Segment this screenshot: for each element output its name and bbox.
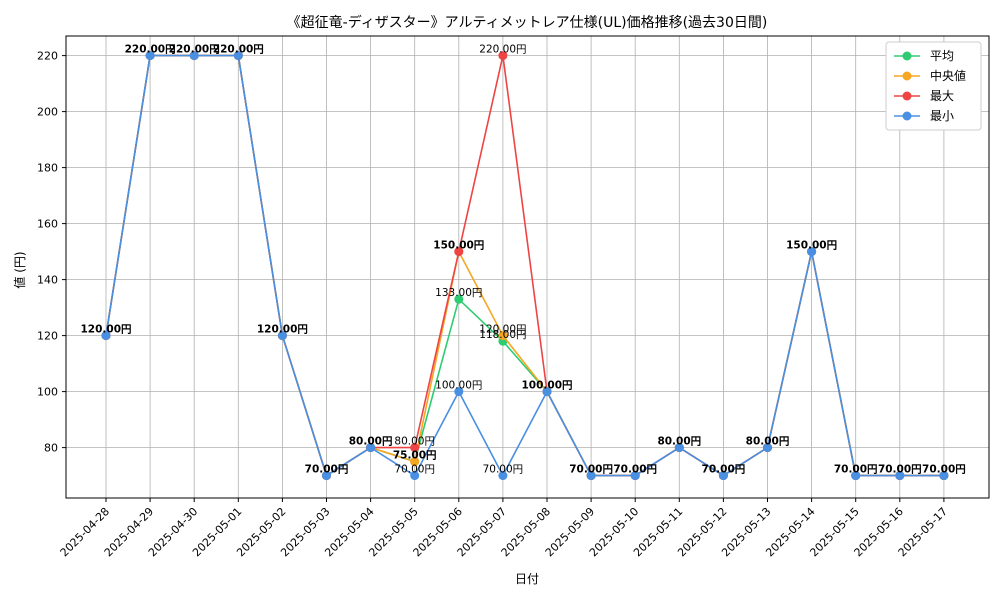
y-tick-label: 120 bbox=[37, 330, 58, 343]
data-point bbox=[586, 471, 596, 481]
y-axis-label: 値 (円) bbox=[12, 251, 27, 288]
data-label: 70.00円 bbox=[878, 464, 922, 476]
data-point bbox=[410, 443, 420, 453]
data-point bbox=[763, 443, 772, 453]
data-point bbox=[189, 51, 199, 61]
data-label: 70.00円 bbox=[569, 464, 613, 476]
data-label: 80.00円 bbox=[657, 436, 701, 448]
legend-label: 中央値 bbox=[930, 68, 966, 83]
legend-swatch-marker bbox=[902, 51, 912, 61]
data-point bbox=[233, 51, 243, 61]
data-point bbox=[895, 471, 905, 481]
data-point bbox=[454, 294, 464, 304]
data-label: 75.00円 bbox=[393, 450, 437, 462]
data-label: 120.00円 bbox=[80, 324, 131, 336]
data-labels: 120.00円220.00円220.00円220.00円120.00円70.00… bbox=[80, 44, 965, 476]
data-label: 100.00円 bbox=[521, 380, 572, 392]
y-tick-label: 200 bbox=[37, 106, 58, 119]
series-group bbox=[101, 51, 949, 481]
data-label: 100.00円 bbox=[435, 380, 482, 392]
series-line bbox=[105, 54, 944, 478]
data-label: 150.00円 bbox=[786, 240, 837, 252]
y-tick-label: 180 bbox=[37, 162, 58, 175]
data-point bbox=[807, 247, 817, 257]
x-axis-label: 日付 bbox=[515, 572, 539, 586]
legend-box bbox=[885, 41, 982, 131]
data-point bbox=[498, 471, 508, 481]
data-point bbox=[277, 331, 287, 341]
data-point bbox=[851, 471, 861, 481]
data-label: 133.00円 bbox=[435, 287, 482, 299]
legend-swatch-marker bbox=[902, 91, 912, 101]
data-point bbox=[322, 471, 331, 481]
data-label: 70.00円 bbox=[922, 464, 966, 476]
data-point bbox=[410, 457, 420, 467]
data-point bbox=[718, 471, 728, 481]
data-label: 70.00円 bbox=[613, 464, 657, 476]
y-tick-label: 140 bbox=[37, 274, 58, 287]
data-point bbox=[498, 331, 508, 341]
data-point bbox=[542, 387, 552, 397]
data-label: 220.00円 bbox=[169, 44, 220, 56]
data-label: 120.00円 bbox=[257, 324, 308, 336]
chart-title: 《超征竜-ディザスター》アルティメットレア仕様(UL)価格推移(過去30日間) bbox=[287, 14, 768, 31]
data-point bbox=[674, 443, 684, 453]
data-label: 70.00円 bbox=[483, 464, 524, 476]
data-point bbox=[145, 51, 155, 61]
plot-frame bbox=[65, 35, 990, 499]
data-label: 80.00円 bbox=[349, 436, 393, 448]
data-point bbox=[101, 331, 111, 341]
data-point bbox=[454, 387, 464, 397]
data-label: 70.00円 bbox=[702, 464, 746, 476]
data-label: 70.00円 bbox=[394, 464, 435, 476]
data-point bbox=[498, 51, 508, 61]
data-point bbox=[454, 247, 464, 257]
data-point bbox=[630, 471, 640, 481]
y-tick-label: 80 bbox=[44, 442, 58, 455]
data-point bbox=[366, 443, 376, 453]
legend-label: 平均 bbox=[930, 49, 954, 63]
legend-label: 最小 bbox=[930, 109, 954, 123]
data-label: 80.00円 bbox=[394, 436, 435, 448]
data-label: 150.00円 bbox=[433, 240, 484, 252]
data-label: 70.00円 bbox=[305, 464, 349, 476]
data-label: 80.00円 bbox=[746, 436, 790, 448]
data-label: 220.00円 bbox=[125, 44, 176, 56]
y-tick-label: 160 bbox=[37, 218, 58, 231]
data-label: 220.00円 bbox=[479, 44, 526, 56]
legend-swatch-marker bbox=[902, 71, 912, 81]
data-point bbox=[939, 471, 949, 481]
legend-label: 最大 bbox=[930, 89, 954, 103]
data-label: 220.00円 bbox=[213, 44, 264, 56]
data-label: 118.00円 bbox=[479, 329, 526, 341]
y-tick-label: 100 bbox=[37, 386, 58, 399]
data-label: 70.00円 bbox=[834, 464, 878, 476]
data-point bbox=[410, 471, 420, 481]
data-label: 120.00円 bbox=[479, 324, 526, 336]
y-tick-label: 220 bbox=[37, 50, 58, 63]
legend-swatch-marker bbox=[902, 111, 912, 121]
grid bbox=[66, 36, 989, 498]
